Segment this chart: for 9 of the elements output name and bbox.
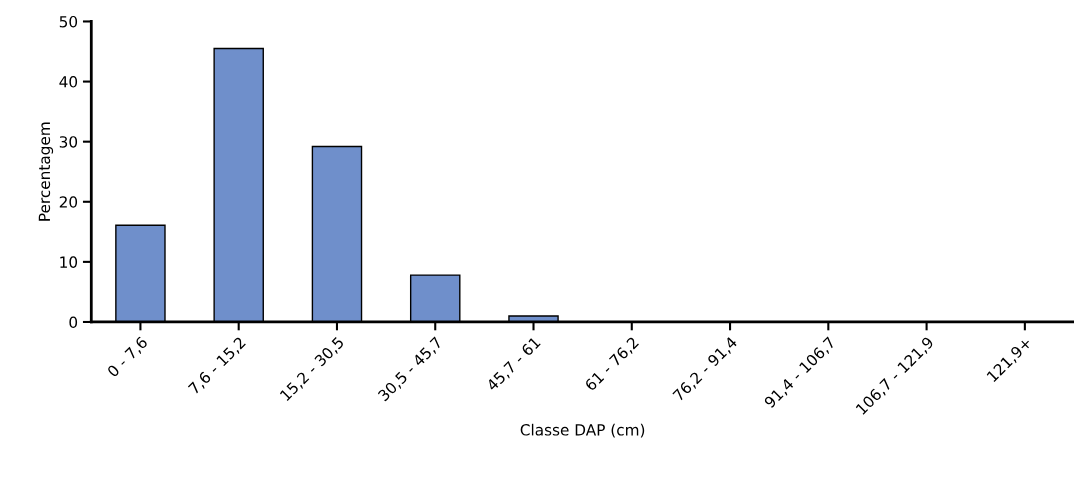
x-tick-label: 0 - 7,6 [106, 336, 150, 379]
y-axis-title: Percentagem [38, 122, 54, 221]
y-tick-label: 10 [60, 256, 78, 268]
y-tick-label: 0 [69, 316, 78, 328]
y-tick-label: 20 [59, 196, 78, 208]
y-tick-label: 40 [59, 76, 78, 88]
y-tick-label: 50 [59, 15, 78, 28]
y-tick-label: 30 [59, 136, 78, 148]
x-axis-title: Classe DAP (cm) [520, 423, 645, 438]
